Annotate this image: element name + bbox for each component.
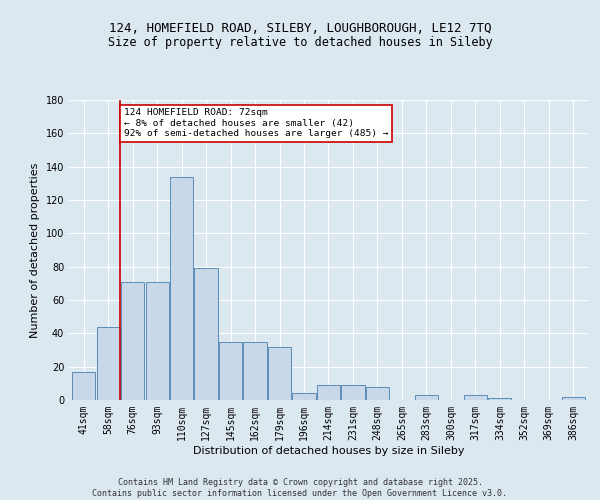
- Bar: [562, 396, 585, 400]
- Bar: [244, 342, 266, 400]
- Bar: [488, 398, 511, 400]
- Bar: [72, 372, 95, 400]
- Bar: [341, 385, 365, 400]
- Y-axis label: Number of detached properties: Number of detached properties: [30, 162, 40, 338]
- Bar: [366, 386, 389, 400]
- Text: Size of property relative to detached houses in Sileby: Size of property relative to detached ho…: [107, 36, 493, 49]
- Text: 124 HOMEFIELD ROAD: 72sqm
← 8% of detached houses are smaller (42)
92% of semi-d: 124 HOMEFIELD ROAD: 72sqm ← 8% of detach…: [124, 108, 389, 138]
- Bar: [219, 342, 242, 400]
- Bar: [317, 385, 340, 400]
- Bar: [464, 395, 487, 400]
- Bar: [121, 282, 144, 400]
- Text: Contains HM Land Registry data © Crown copyright and database right 2025.
Contai: Contains HM Land Registry data © Crown c…: [92, 478, 508, 498]
- Text: 124, HOMEFIELD ROAD, SILEBY, LOUGHBOROUGH, LE12 7TQ: 124, HOMEFIELD ROAD, SILEBY, LOUGHBOROUG…: [109, 22, 491, 36]
- Bar: [97, 326, 120, 400]
- Bar: [415, 395, 438, 400]
- Bar: [292, 394, 316, 400]
- Bar: [170, 176, 193, 400]
- Bar: [146, 282, 169, 400]
- X-axis label: Distribution of detached houses by size in Sileby: Distribution of detached houses by size …: [193, 446, 464, 456]
- Bar: [194, 268, 218, 400]
- Bar: [268, 346, 291, 400]
